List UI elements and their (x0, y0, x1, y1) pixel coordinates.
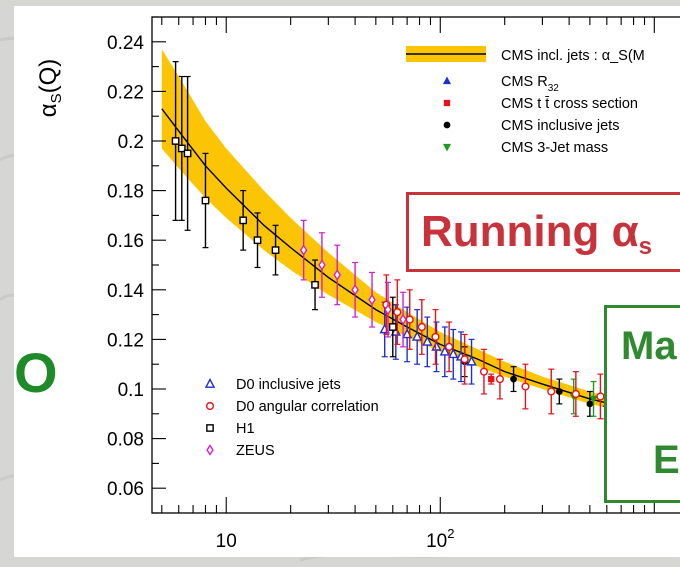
y-axis-label-main: α (35, 103, 62, 117)
y-axis-label: αS(Q) (35, 59, 65, 118)
data-point (271, 246, 280, 254)
series-6 (171, 61, 397, 358)
legend-marker (442, 143, 452, 152)
data-point (171, 137, 180, 145)
data-point (422, 335, 433, 346)
data-point (384, 303, 392, 316)
legend-label: CMS R32 (501, 74, 559, 94)
data-point (488, 375, 495, 383)
data-point (417, 322, 426, 332)
legend-label: D0 inclusive jets (236, 377, 341, 393)
cropped-left-heading: O (14, 341, 58, 404)
data-point (448, 348, 459, 359)
data-point (405, 315, 414, 324)
running-text: Running α (421, 207, 639, 256)
data-point (495, 375, 505, 384)
data-point (411, 330, 423, 341)
legend-other: D0 inclusive jets D0 angular correlation H… (204, 377, 379, 459)
data-point (555, 388, 563, 395)
y-tick-label: 0.1 (118, 380, 144, 401)
legend-marker (206, 424, 214, 432)
y-tick-label: 0.08 (107, 430, 144, 451)
data-point (333, 269, 341, 281)
y-tick-label: 0.16 (107, 231, 144, 252)
series-4 (379, 301, 477, 385)
data-point (431, 340, 442, 351)
legend-label: ZEUS (236, 443, 275, 459)
y-tick-label: 0.18 (107, 182, 144, 203)
uncertainty-band (161, 49, 680, 424)
green-callout-line-1: Ma (621, 324, 677, 368)
data-point (460, 355, 469, 364)
data-point (399, 313, 407, 326)
legend-marker (443, 99, 451, 107)
legend-marker (206, 444, 214, 456)
x-tick-label: 102 (426, 526, 454, 552)
legend-marker (204, 378, 216, 388)
y-tick-label: 0.24 (107, 33, 144, 54)
data-point (571, 389, 580, 399)
data-point (393, 308, 402, 317)
data-point (510, 375, 517, 383)
data-point (183, 149, 192, 158)
data-point (521, 382, 530, 391)
y-tick-label: 0.12 (107, 330, 144, 351)
data-point (466, 355, 477, 366)
running-alpha-s-callout: Running αs (406, 192, 680, 272)
green-callout-box: Ma E (604, 305, 680, 503)
legend-label: CMS inclusive jets (501, 118, 619, 134)
y-axis-label-rest: (Q) (35, 59, 62, 94)
data-point (239, 216, 248, 225)
data-point (431, 332, 440, 341)
series-7 (299, 219, 407, 348)
data-point (253, 236, 262, 245)
legend-band-label: CMS incl. jets : α_S(M (501, 48, 645, 64)
plot-panel: 0.06 0.08 0.1 0.12 0.14 0.16 0.18 0.2 0.22 0.24 1… (14, 6, 680, 557)
y-tick-label: 0.06 (107, 479, 144, 500)
y-tick-label: 0.14 (107, 281, 144, 302)
data-point (586, 400, 594, 408)
legend-label: CMS t t̄ cross section (501, 96, 638, 112)
data-point (445, 342, 454, 351)
data-point (479, 367, 489, 376)
legend-cms: CMS incl. jets : α_S(M CMS R32 CMS t t̄ cr… (406, 46, 645, 156)
y-axis-label-sub: S (48, 93, 65, 103)
legend-label: CMS 3-Jet mass (501, 140, 608, 156)
data-point (299, 244, 308, 256)
y-tick-label: 0.2 (118, 132, 144, 153)
data-point (439, 345, 451, 356)
series-1 (488, 373, 495, 385)
data-point (596, 392, 605, 401)
x-tick-label: 10 (216, 531, 237, 552)
legend-marker (443, 121, 451, 129)
data-point (368, 293, 376, 306)
legend-marker (205, 401, 215, 411)
data-point (547, 387, 556, 396)
series-5 (382, 274, 605, 420)
data-point (177, 144, 186, 153)
data-point (201, 196, 210, 205)
legend-marker (442, 76, 452, 85)
data-point (311, 280, 319, 289)
legend-label: D0 angular correlation (236, 399, 379, 415)
y-tick-label: 0.22 (107, 82, 144, 103)
data-point (589, 395, 598, 404)
data-point (351, 284, 359, 296)
green-callout-line-2: E (653, 438, 680, 482)
data-point (388, 323, 397, 331)
legend-label: H1 (236, 421, 255, 437)
alpha-s-chart: 0.06 0.08 0.1 0.12 0.14 0.16 0.18 0.2 0.22 0.24 1… (35, 16, 680, 552)
running-subscript: s (638, 233, 653, 260)
data-point (318, 259, 326, 271)
